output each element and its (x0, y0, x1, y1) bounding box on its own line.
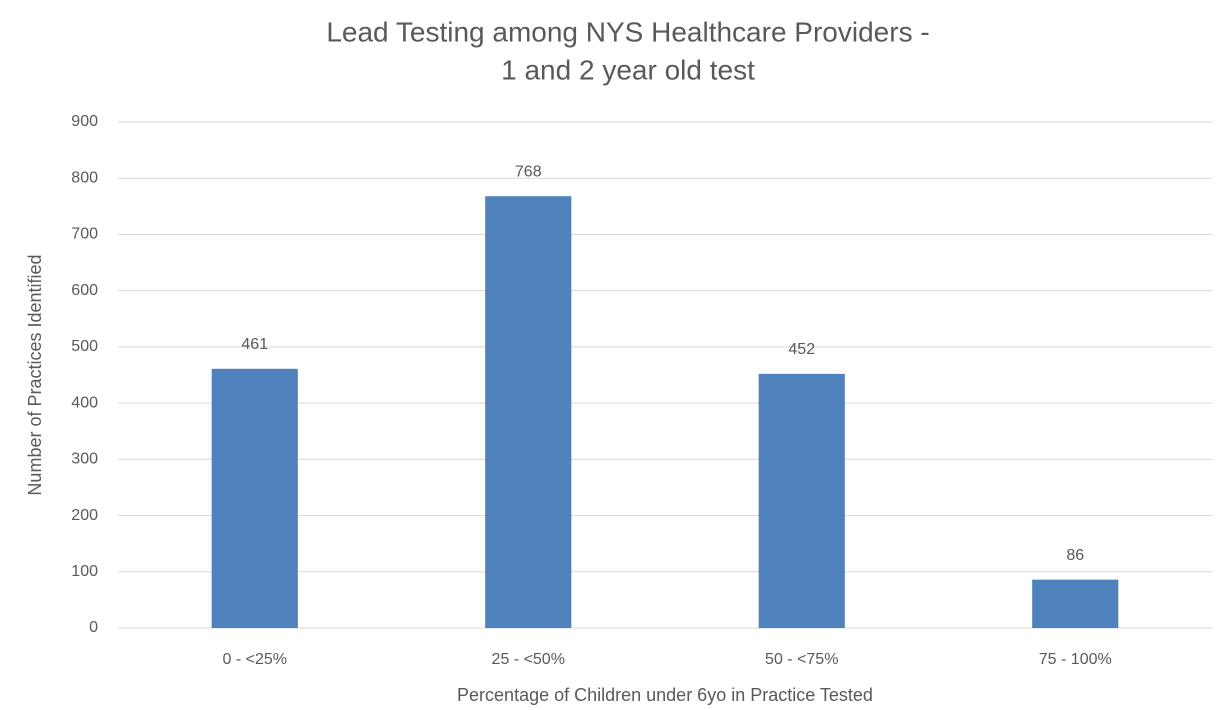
data-label: 452 (788, 341, 815, 358)
x-tick-label: 25 - <50% (492, 651, 565, 668)
y-tick-label: 600 (71, 282, 98, 299)
y-tick-label: 900 (71, 113, 98, 130)
y-tick-label: 300 (71, 451, 98, 468)
y-axis-title: Number of Practices Identified (25, 254, 45, 495)
chart-title: Lead Testing among NYS Healthcare Provid… (326, 16, 929, 47)
y-tick-label: 800 (71, 169, 98, 186)
x-tick-label: 50 - <75% (765, 651, 838, 668)
x-axis-title: Percentage of Children under 6yo in Prac… (457, 685, 873, 705)
bar (485, 196, 572, 629)
chart-title: 1 and 2 year old test (501, 54, 755, 85)
data-label: 461 (241, 336, 268, 353)
data-label: 768 (515, 163, 542, 180)
x-tick-label: 0 - <25% (223, 651, 287, 668)
bar (1032, 579, 1119, 628)
y-tick-label: 200 (71, 507, 98, 524)
bar (758, 373, 845, 628)
y-tick-label: 700 (71, 226, 98, 243)
data-label: 86 (1066, 547, 1084, 564)
bar (211, 368, 298, 628)
x-tick-label: 75 - 100% (1039, 651, 1112, 668)
y-tick-label: 0 (89, 619, 98, 636)
y-tick-label: 500 (71, 338, 98, 355)
y-tick-label: 100 (71, 563, 98, 580)
y-tick-label: 400 (71, 394, 98, 411)
